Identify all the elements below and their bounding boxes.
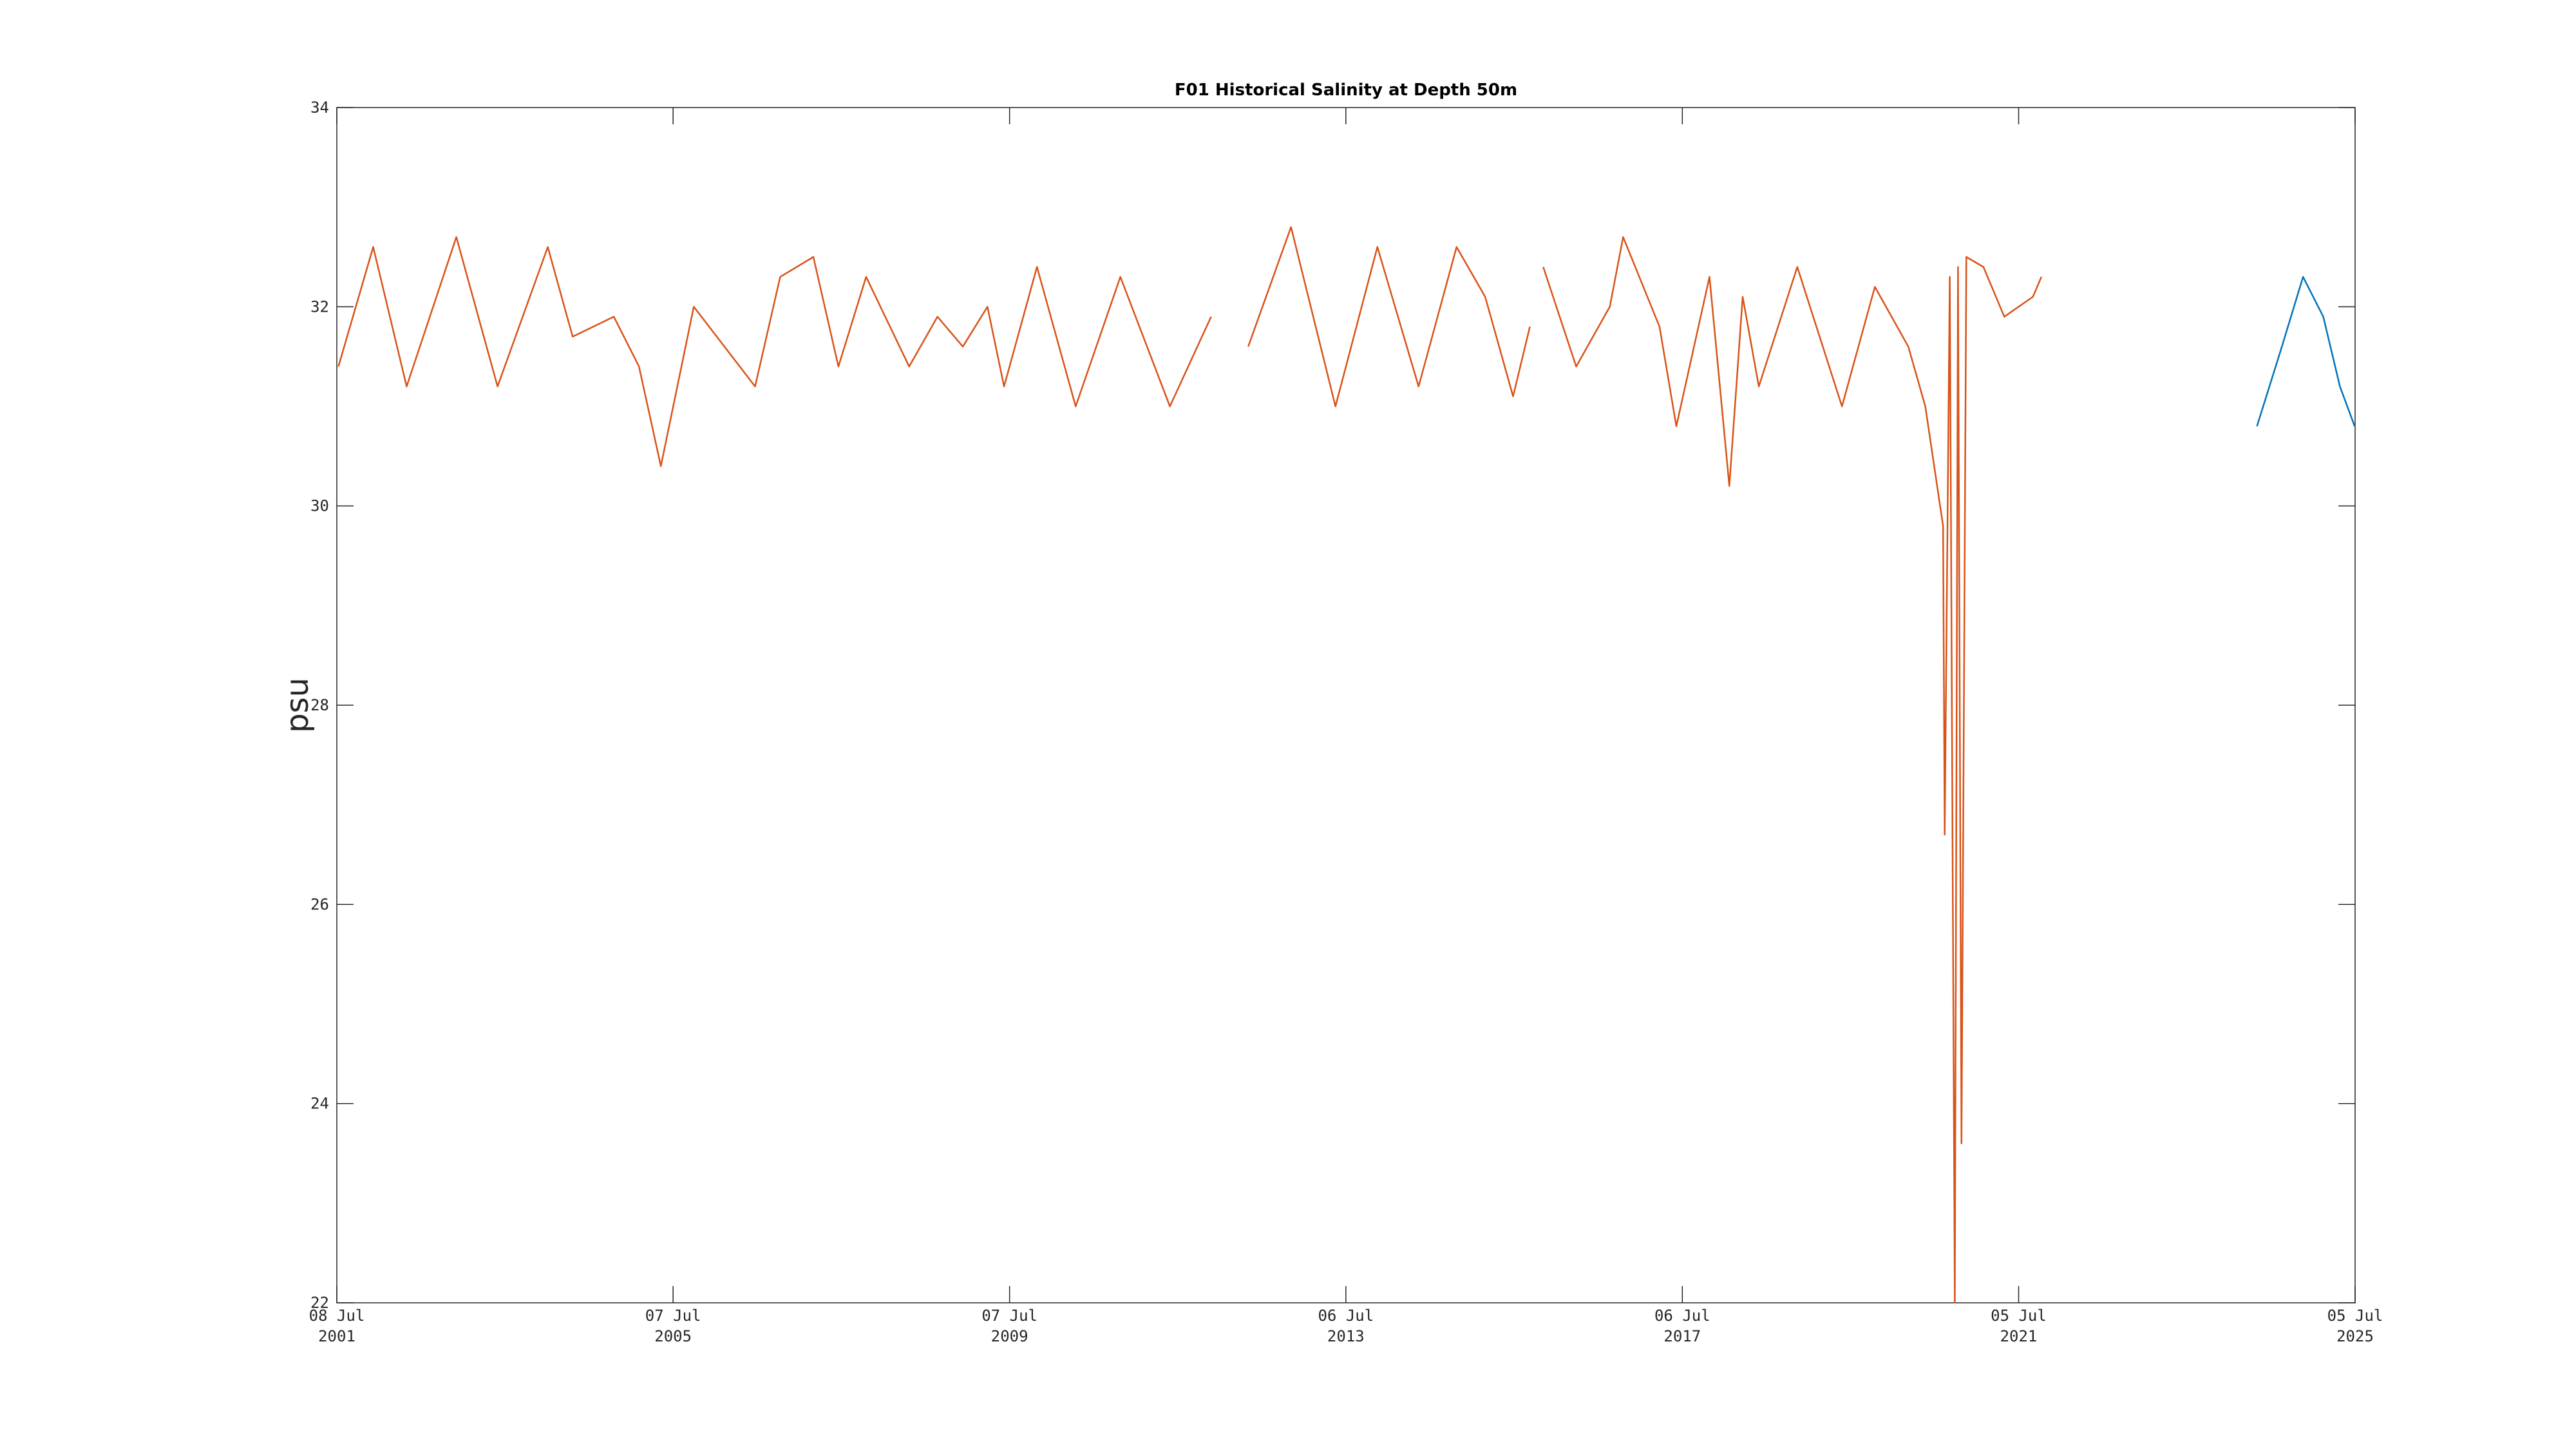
y-tick-label: 28 [310,696,329,714]
x-tick-label: 05 Jul 2025 [2327,1307,2383,1345]
series-line [2256,276,2356,427]
y-tick-label: 22 [310,1294,329,1312]
x-tick-label: 07 Jul 2009 [981,1307,1037,1345]
x-tick-label: 05 Jul 2021 [1991,1307,2047,1345]
y-tick-label: 30 [310,497,329,515]
chart-title: F01 Historical Salinity at Depth 50m [1175,80,1517,100]
x-tick-label: 06 Jul 2013 [1318,1307,1374,1345]
plot-frame [336,107,2356,1303]
x-tick-label: 08 Jul 2001 [309,1307,365,1345]
series-line [337,226,2043,1304]
y-tick-label: 24 [310,1095,329,1113]
y-tick-label: 26 [310,895,329,913]
y-axis-label: psu [279,677,316,733]
y-tick-label: 32 [310,298,329,316]
y-tick-label: 34 [310,99,329,117]
x-tick-label: 07 Jul 2005 [645,1307,701,1345]
x-tick-label: 06 Jul 2017 [1654,1307,1710,1345]
